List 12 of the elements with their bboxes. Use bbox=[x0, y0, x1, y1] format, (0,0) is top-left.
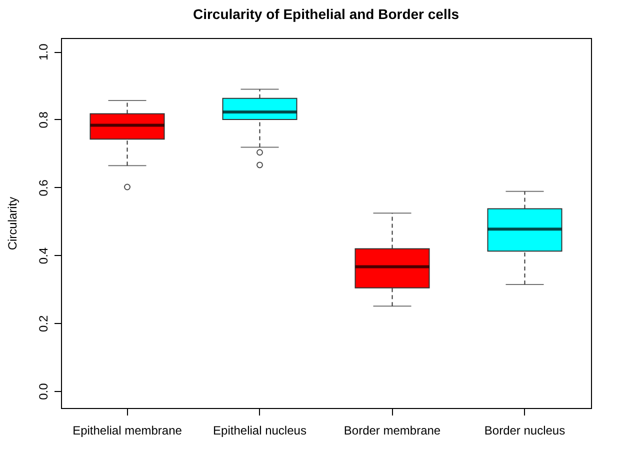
x-tick-label: Epithelial nucleus bbox=[213, 424, 306, 438]
x-tick-label: Border nucleus bbox=[484, 424, 566, 438]
y-tick-label: 0.2 bbox=[36, 314, 50, 332]
y-tick-label: 0.8 bbox=[36, 111, 50, 128]
y-tick-label: 0.4 bbox=[36, 247, 50, 264]
y-tick-label: 0.6 bbox=[36, 179, 50, 196]
x-tick-label: Epithelial membrane bbox=[72, 424, 182, 438]
y-tick-label: 1.0 bbox=[36, 43, 50, 60]
y-tick-label: 0.0 bbox=[36, 382, 50, 400]
y-axis-title: Circularity bbox=[6, 196, 20, 250]
x-tick-label: Border membrane bbox=[344, 424, 441, 438]
chart-title: Circularity of Epithelial and Border cells bbox=[192, 6, 460, 22]
